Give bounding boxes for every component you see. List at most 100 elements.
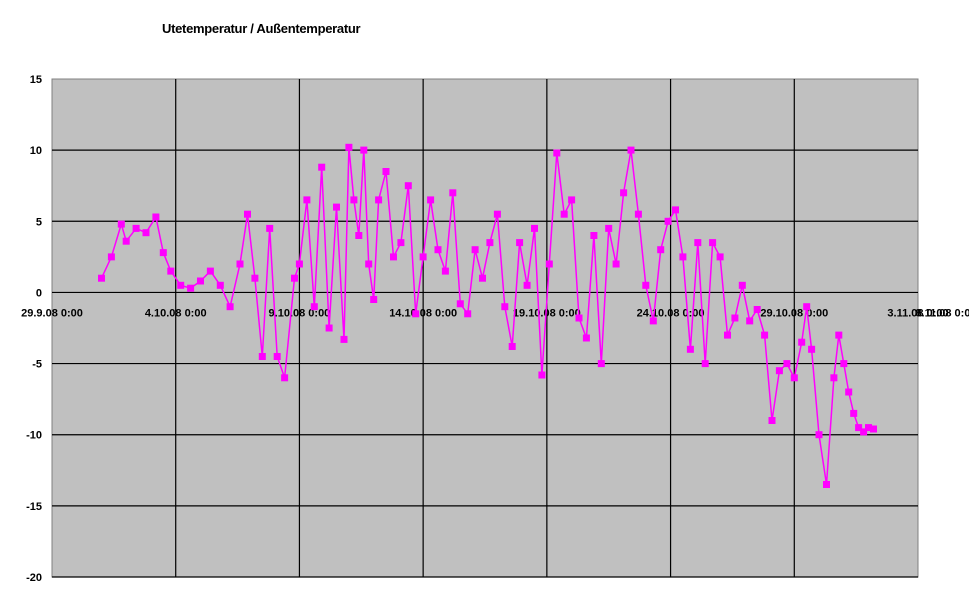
data-point <box>107 253 115 261</box>
data-point <box>679 253 687 261</box>
data-point <box>251 274 259 282</box>
data-point <box>419 253 427 261</box>
data-point <box>152 213 160 221</box>
data-point <box>273 353 281 360</box>
data-point <box>845 388 853 396</box>
data-point <box>823 481 830 488</box>
temperature-series <box>98 143 877 488</box>
data-point <box>390 253 397 261</box>
data-point <box>634 210 642 218</box>
data-point <box>724 331 731 339</box>
data-point <box>612 260 620 268</box>
data-point <box>545 260 553 268</box>
data-point <box>404 182 412 190</box>
data-point <box>350 196 358 204</box>
data-point <box>560 210 568 218</box>
data-point <box>597 360 605 368</box>
data-point <box>590 232 598 239</box>
data-point <box>177 281 185 289</box>
x-tick-label: 24.10.08 0:00 <box>637 307 705 319</box>
data-point <box>568 196 576 204</box>
data-point <box>642 281 650 289</box>
data-point <box>244 210 251 218</box>
data-point <box>553 149 561 157</box>
data-point <box>830 374 838 382</box>
data-point <box>397 239 405 247</box>
data-point <box>538 371 546 379</box>
data-point <box>815 431 823 439</box>
data-point <box>746 317 754 325</box>
data-point <box>303 196 311 204</box>
x-tick-label: 4.10.08 0:00 <box>145 307 207 319</box>
x-tick-label: 8.11.08 0:00 <box>915 307 969 319</box>
data-point <box>649 317 657 325</box>
data-point <box>627 146 635 154</box>
x-tick-label: 14.10.08 0:00 <box>389 307 457 319</box>
data-point <box>582 334 590 342</box>
data-point <box>98 274 105 282</box>
data-point <box>382 168 390 175</box>
data-point <box>493 210 501 218</box>
data-point <box>479 274 486 282</box>
data-point <box>709 239 717 247</box>
data-point <box>355 232 363 239</box>
data-point <box>605 224 613 232</box>
data-point <box>850 409 858 417</box>
data-point <box>865 424 872 432</box>
data-point <box>340 335 348 343</box>
data-point <box>216 281 224 289</box>
data-point <box>258 353 266 360</box>
data-point <box>333 203 340 211</box>
data-point <box>122 237 130 245</box>
data-point <box>870 425 877 433</box>
data-point <box>117 220 125 228</box>
y-tick-label: -20 <box>26 572 42 584</box>
data-point <box>365 260 373 268</box>
data-point <box>159 249 167 257</box>
data-point <box>375 196 383 204</box>
data-point <box>281 374 289 382</box>
y-tick-label: 5 <box>36 216 42 228</box>
data-point <box>731 314 739 322</box>
plot-area <box>51 78 919 578</box>
data-point <box>226 303 234 311</box>
data-point <box>808 345 816 353</box>
x-tick-label: 19.10.08 0:00 <box>513 307 581 319</box>
data-point <box>657 246 665 254</box>
data-point <box>325 324 333 332</box>
data-point <box>295 260 303 268</box>
data-point <box>803 303 811 311</box>
data-point <box>360 146 368 154</box>
data-point <box>187 284 195 292</box>
data-point <box>783 360 791 368</box>
x-tick-label: 29.10.08 0:00 <box>760 307 828 319</box>
data-point <box>523 281 531 289</box>
data-point <box>464 310 472 318</box>
chart-title: Utetemperatur / Außentemperatur <box>162 21 361 36</box>
data-point <box>449 189 457 197</box>
data-point <box>501 303 509 311</box>
data-point <box>798 338 806 346</box>
data-point <box>310 303 318 311</box>
data-point <box>672 206 679 214</box>
x-tick-label: 9.10.08 0:00 <box>269 307 331 319</box>
data-point <box>236 260 244 268</box>
data-point <box>167 267 175 275</box>
data-point <box>575 314 583 322</box>
data-point <box>768 417 776 424</box>
data-point <box>412 310 420 318</box>
data-point <box>775 367 783 375</box>
gridlines <box>52 79 918 578</box>
data-point <box>716 253 724 261</box>
y-tick-label: 0 <box>36 287 42 299</box>
data-point <box>701 360 709 368</box>
data-point <box>456 300 464 308</box>
y-axis-tick-labels: 15 10 5 0 -5 -10 -15 -20 <box>26 74 42 584</box>
data-point <box>620 189 628 197</box>
data-point <box>531 224 538 232</box>
x-tick-label: 3.11.08 0:00 <box>887 307 948 319</box>
data-point <box>434 246 442 254</box>
data-point <box>738 281 746 289</box>
y-tick-label: -10 <box>26 430 42 442</box>
y-tick-label: -5 <box>32 359 42 371</box>
